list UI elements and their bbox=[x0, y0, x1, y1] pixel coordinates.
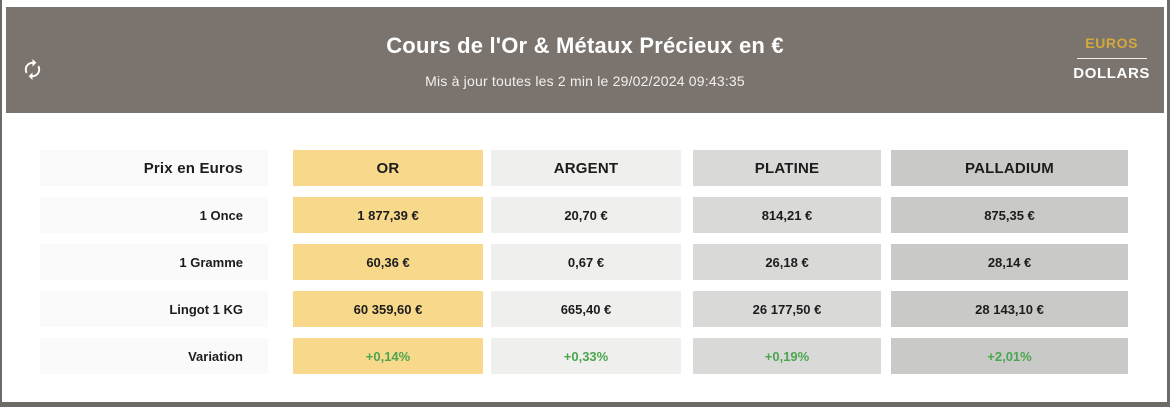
currency-option-euros[interactable]: EUROS bbox=[1085, 35, 1139, 51]
price-or-lingot: 60 359,60 € bbox=[293, 291, 483, 327]
currency-toggle-divider bbox=[1076, 58, 1147, 59]
refresh-button[interactable] bbox=[16, 53, 48, 85]
widget-header: Cours de l'Or & Métaux Précieux en € Mis… bbox=[6, 7, 1164, 113]
table-row-once: 1 Once 1 877,39 € 20,70 € 814,21 € 875,3… bbox=[40, 197, 1128, 233]
price-argent-once: 20,70 € bbox=[491, 197, 681, 233]
price-platine-once: 814,21 € bbox=[693, 197, 881, 233]
row-label: Lingot 1 KG bbox=[40, 291, 268, 327]
variation-platine: +0,19% bbox=[693, 338, 881, 374]
row-label: 1 Once bbox=[40, 197, 268, 233]
variation-or: +0,14% bbox=[293, 338, 483, 374]
currency-toggle: EUROS DOLLARS bbox=[1073, 35, 1150, 82]
column-header-platine: PLATINE bbox=[693, 150, 881, 186]
update-timestamp: Mis à jour toutes les 2 min le 29/02/202… bbox=[425, 73, 745, 89]
currency-option-dollars[interactable]: DOLLARS bbox=[1073, 65, 1150, 82]
row-label: Variation bbox=[40, 338, 268, 374]
variation-palladium: +2,01% bbox=[891, 338, 1128, 374]
column-header-or: OR bbox=[293, 150, 483, 186]
price-palladium-once: 875,35 € bbox=[891, 197, 1128, 233]
price-platine-lingot: 26 177,50 € bbox=[693, 291, 881, 327]
price-palladium-gramme: 28,14 € bbox=[891, 244, 1128, 280]
row-label: 1 Gramme bbox=[40, 244, 268, 280]
price-argent-gramme: 0,67 € bbox=[491, 244, 681, 280]
table-row-lingot: Lingot 1 KG 60 359,60 € 665,40 € 26 177,… bbox=[40, 291, 1128, 327]
table-row-variation: Variation +0,14% +0,33% +0,19% +2,01% bbox=[40, 338, 1128, 374]
variation-argent: +0,33% bbox=[491, 338, 681, 374]
column-header-palladium: PALLADIUM bbox=[891, 150, 1128, 186]
price-or-gramme: 60,36 € bbox=[293, 244, 483, 280]
column-header-argent: ARGENT bbox=[491, 150, 681, 186]
price-or-once: 1 877,39 € bbox=[293, 197, 483, 233]
table-row-gramme: 1 Gramme 60,36 € 0,67 € 26,18 € 28,14 € bbox=[40, 244, 1128, 280]
price-palladium-lingot: 28 143,10 € bbox=[891, 291, 1128, 327]
price-argent-lingot: 665,40 € bbox=[491, 291, 681, 327]
prices-table: Prix en Euros OR ARGENT PLATINE PALLADIU… bbox=[2, 113, 1128, 385]
page-title: Cours de l'Or & Métaux Précieux en € bbox=[386, 33, 784, 58]
refresh-icon bbox=[16, 58, 48, 81]
corner-label: Prix en Euros bbox=[40, 150, 268, 186]
table-header-row: Prix en Euros OR ARGENT PLATINE PALLADIU… bbox=[40, 150, 1128, 186]
price-platine-gramme: 26,18 € bbox=[693, 244, 881, 280]
